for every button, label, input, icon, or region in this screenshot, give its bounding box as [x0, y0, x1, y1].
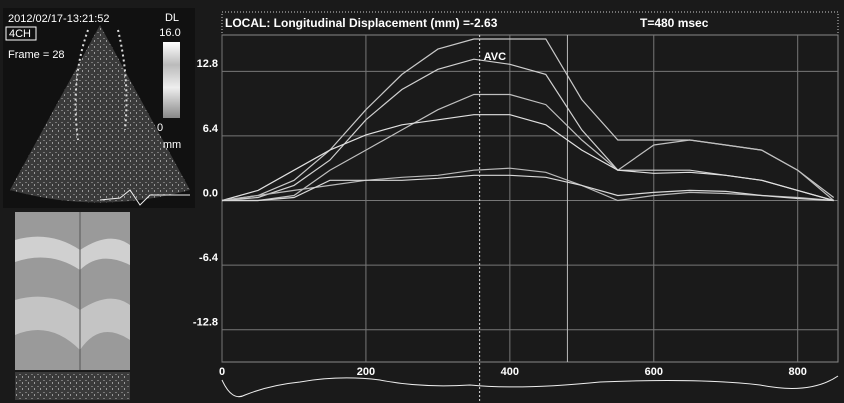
scale-unit: mm	[163, 139, 181, 151]
y-tick-label: 6.4	[203, 123, 219, 135]
timestamp: 2012/02/17-13:21:52	[8, 13, 110, 25]
y-tick-label: 12.8	[197, 58, 218, 70]
frame-label: Frame = 28	[8, 49, 65, 61]
x-tick-label: 200	[357, 366, 375, 378]
y-tick-label: 0.0	[203, 187, 218, 199]
page: 2012/02/17-13:21:52 4CH Frame = 28 DL 16…	[0, 0, 844, 403]
x-tick-label: 800	[789, 366, 807, 378]
x-tick-label: 400	[501, 366, 519, 378]
scale-min: 0	[157, 122, 163, 134]
scale-max: 16.0	[159, 27, 180, 39]
chart-title: LOCAL: Longitudinal Displacement (mm) =-…	[225, 16, 498, 30]
color-bar	[163, 42, 180, 118]
screen: 2012/02/17-13:21:52 4CH Frame = 28 DL 16…	[0, 0, 844, 403]
scale-label: DL	[165, 12, 179, 24]
m-mode	[15, 372, 130, 400]
time-label: T=480 msec	[640, 16, 709, 30]
y-tick-label: -12.8	[193, 317, 218, 329]
x-tick-label: 600	[645, 366, 663, 378]
strain-map	[15, 212, 130, 370]
x-tick-label: 0	[219, 366, 225, 378]
view-label: 4CH	[9, 28, 31, 40]
y-tick-label: -6.4	[199, 252, 219, 264]
